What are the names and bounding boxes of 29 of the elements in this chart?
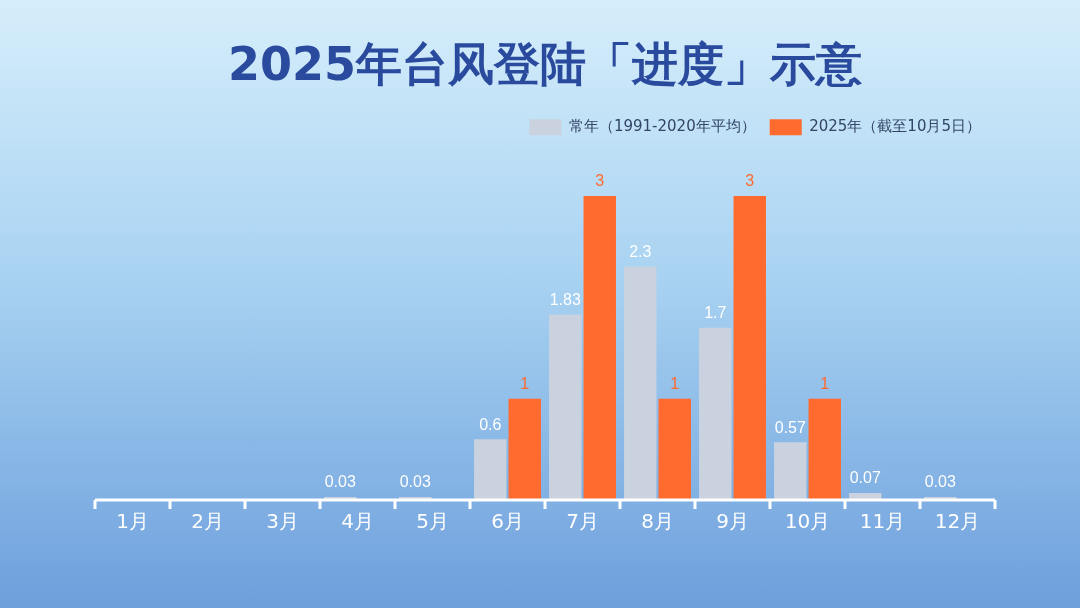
x-tick-label: 8月 bbox=[641, 509, 674, 534]
data-label: 1.7 bbox=[704, 304, 727, 322]
x-tick-label: 6月 bbox=[491, 509, 524, 534]
x-tick-label: 9月 bbox=[716, 509, 749, 534]
data-label: 1 bbox=[670, 375, 680, 393]
legend-label: 常年（1991-2020年平均） bbox=[568, 117, 756, 136]
data-label: 1 bbox=[820, 375, 830, 393]
data-label: 1.83 bbox=[549, 290, 581, 308]
x-tick-label: 12月 bbox=[934, 509, 981, 534]
data-label: 0.03 bbox=[324, 473, 356, 491]
x-tick-label: 5月 bbox=[416, 509, 449, 534]
data-label: 0.6 bbox=[479, 415, 502, 433]
data-label: 3 bbox=[745, 172, 755, 190]
x-tick-label: 11月 bbox=[859, 509, 906, 534]
chart-title: 2025年台风登陆「进度」示意 bbox=[227, 36, 863, 91]
x-tick-label: 4月 bbox=[341, 509, 374, 534]
data-label: 0.03 bbox=[924, 473, 956, 491]
x-tick-label: 2月 bbox=[191, 509, 224, 534]
x-tick-label: 10月 bbox=[784, 509, 831, 534]
data-label: 2.3 bbox=[629, 243, 652, 261]
x-tick-label: 3月 bbox=[266, 509, 299, 534]
data-label: 3 bbox=[595, 172, 605, 190]
legend-label: 2025年（截至10月5日） bbox=[809, 117, 982, 136]
data-label: 0.07 bbox=[849, 469, 881, 487]
data-label: 0.03 bbox=[399, 473, 431, 491]
data-label: 1 bbox=[520, 375, 530, 393]
x-tick-label: 1月 bbox=[116, 509, 149, 534]
x-tick-label: 7月 bbox=[566, 509, 599, 534]
data-label: 0.57 bbox=[774, 418, 806, 436]
